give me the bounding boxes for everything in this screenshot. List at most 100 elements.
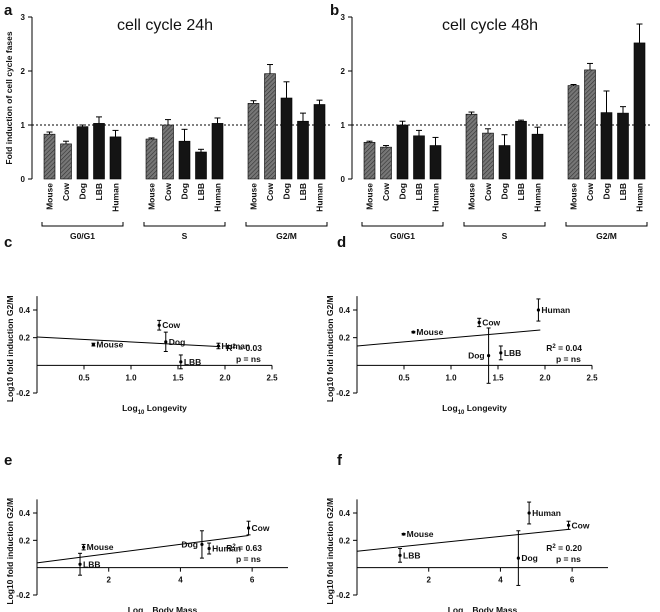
bar-a-G0/G1-Human [109,136,122,180]
point-label-d-LBB: LBB [504,348,521,358]
category-label-b: Cow [585,183,595,201]
group-label-a: S [182,231,188,241]
category-label-a: Human [213,183,223,212]
point-label-f-Dog: Dog [521,553,538,563]
y-tick-label-a: 1 [21,121,26,130]
category-label-b: Mouse [569,183,579,210]
category-label-a: Mouse [249,183,259,210]
y-tick-label-b: 3 [341,13,346,22]
y-axis-title-f: Log10 fold induction G2/M [325,498,335,605]
x-axis-title-sub: 10 [458,410,465,416]
panel-letter-e: e [4,452,12,469]
point-e-Dog [200,542,204,547]
point-label-d-Mouse: Mouse [416,327,443,337]
y-tick-label-a: 2 [21,67,26,76]
x-tick-label-c: 1.0 [125,373,137,382]
bar-b-G0/G1-LBB [413,135,425,180]
point-label-e-LBB: LBB [83,559,100,569]
fit-line-e [36,535,249,564]
x-tick-label-c: 1.5 [172,373,184,382]
x-axis-title-d: Log10 Longevity [442,403,507,416]
r2-main: R [226,343,232,353]
point-label-c-Mouse: Mouse [96,340,123,350]
x-tick-label-e: 4 [178,576,183,585]
y-tick-label-b: 0 [341,175,346,184]
bar-a-G2/M-Cow [264,73,276,180]
point-c-Mouse [91,342,95,347]
group-label-a: G0/G1 [70,231,95,241]
group-bracket-a [41,222,124,227]
group-label-b: G0/G1 [390,231,415,241]
fit-line-c [36,336,221,348]
r2-main: R [546,543,552,553]
y-tick-label-d: -0.2 [336,389,350,398]
y-tick-label-c: 0.4 [19,306,31,315]
x-tick-label-f: 6 [570,576,575,585]
r2-rest: = 0.03 [236,343,263,353]
x-tick-label-d: 2.0 [539,373,551,382]
category-label-b: Dog [500,183,510,200]
category-label-a: Dog [78,183,88,200]
r2-rest: = 0.20 [556,543,583,553]
point-c-Cow [157,323,161,327]
x-axis-title-rest: Longevity [144,403,187,413]
r2-main: R [226,543,232,553]
point-label-f-Human: Human [532,508,561,518]
x-tick-label-d: 0.5 [398,373,410,382]
category-label-b: LBB [618,183,628,200]
point-label-d-Cow: Cow [482,317,500,327]
bar-b-G2/M-Mouse [567,85,580,180]
bar-b-G2/M-Human [633,42,646,180]
r2-rest: = 0.04 [556,343,583,353]
point-e-Mouse [82,545,86,549]
y-tick-label-e: 0.4 [19,509,31,518]
point-label-e-Mouse: Mouse [87,542,114,552]
bar-a-S-Dog [178,140,191,180]
y-tick-label-d: 0.2 [339,334,351,343]
bar-a-G2/M-Dog [280,97,293,180]
y-axis-title-e: Log10 fold induction G2/M [5,498,15,605]
r2-sup: 2 [552,544,556,550]
category-label-b: LBB [414,183,424,200]
r2-label-e: R2 = 0.63 [226,543,262,553]
bar-b-G0/G1-Dog [396,124,409,180]
x-axis-title-main: Log [448,605,464,612]
category-label-a: LBB [94,183,104,200]
r2-rest: = 0.63 [236,543,263,553]
chart-title-a: cell cycle 24h [117,17,213,34]
x-axis-title-f: Log10 Body Mass [448,605,518,612]
category-label-b: Cow [381,183,391,201]
x-axis-title-main: Log [128,605,144,612]
bar-b-S-Human [531,133,544,180]
category-label-a: LBB [196,183,206,200]
category-label-b: Human [635,183,645,212]
group-label-b: G2/M [596,231,617,241]
x-tick-label-c: 2.5 [266,373,278,382]
y-tick-label-a: 0 [21,175,26,184]
point-label-e-Dog: Dog [181,539,198,549]
p-value-label-d: p = ns [556,354,581,364]
bar-a-G2/M-Mouse [247,103,260,180]
y-tick-label-b: 2 [341,67,346,76]
category-label-b: Dog [602,183,612,200]
bar-b-G2/M-LBB [617,112,629,180]
x-axis-title-rest: Body Mass [470,605,518,612]
x-tick-label-e: 6 [250,576,255,585]
point-label-f-Mouse: Mouse [407,529,434,539]
x-axis-title-main: Log [442,403,458,413]
x-axis-title-main: Log [122,403,138,413]
category-label-a: Cow [265,183,275,201]
group-bracket-a [143,222,226,227]
point-f-Human [527,511,531,515]
x-tick-label-d: 1.5 [492,373,504,382]
point-d-LBB [499,351,503,355]
panel-letter-a: a [4,2,13,19]
x-axis-title-rest: Body Mass [150,605,198,612]
r2-sup: 2 [552,344,556,350]
r2-main: R [546,343,552,353]
point-c-Human [216,344,221,348]
category-label-b: Mouse [467,183,477,210]
point-f-LBB [398,553,402,557]
r2-sup: 2 [232,544,236,550]
